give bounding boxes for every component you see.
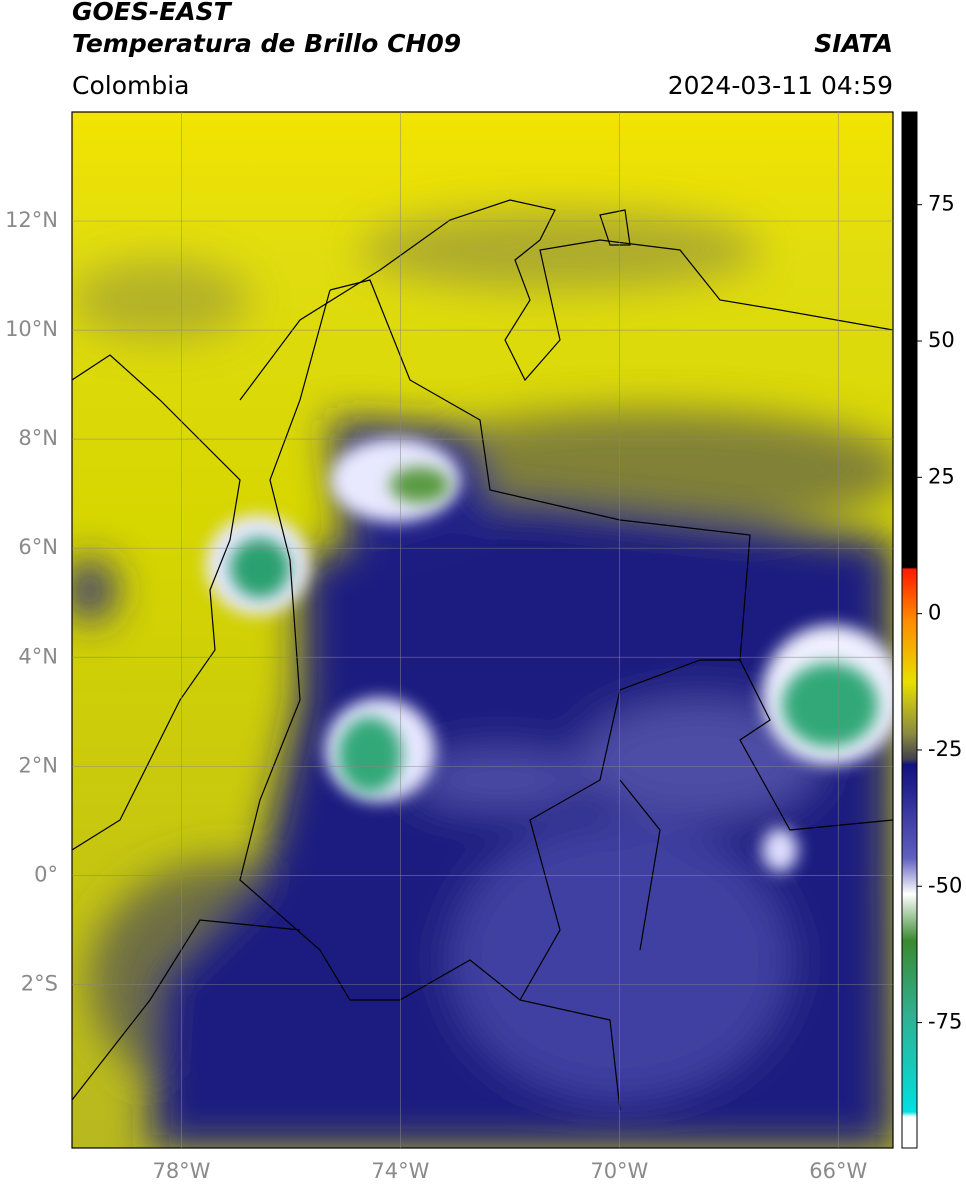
lon-tick-label: 78°W [152,1159,210,1183]
lat-tick-label: 8°N [18,426,58,450]
lat-tick-label: 2°S [21,971,58,995]
lat-tick-label: 10°N [5,317,58,341]
lat-tick-label: 12°N [5,208,58,232]
colorbar-tick-label: 25 [928,464,955,488]
agency: SIATA [814,29,893,58]
colorbar-tick-label: -50 [928,873,962,897]
lon-tick-label: 74°W [371,1159,429,1183]
lon-tick-label: 66°W [809,1159,867,1183]
source: GOES-EAST [72,0,233,26]
lat-tick-label: 6°N [18,535,58,559]
map-frame [71,111,894,1149]
lat-tick-label: 2°N [18,753,58,777]
colorbar [901,111,918,1149]
colorbar-tick-label: 75 [928,192,955,216]
satellite-image [72,112,893,1148]
colorbar-tick-label: 50 [928,328,955,352]
lon-tick-label: 70°W [590,1159,648,1183]
region: Colombia [72,71,189,100]
lat-tick-label: 0° [34,862,58,886]
colorbar-tick-label: -75 [928,1010,962,1034]
datetime: 2024-03-11 04:59 [668,71,893,100]
colorbar-tick-label: 0 [928,601,941,625]
product: Temperatura de Brillo CH09 [72,29,461,58]
lat-tick-label: 4°N [18,644,58,668]
colorbar-tick-label: -25 [928,737,962,761]
